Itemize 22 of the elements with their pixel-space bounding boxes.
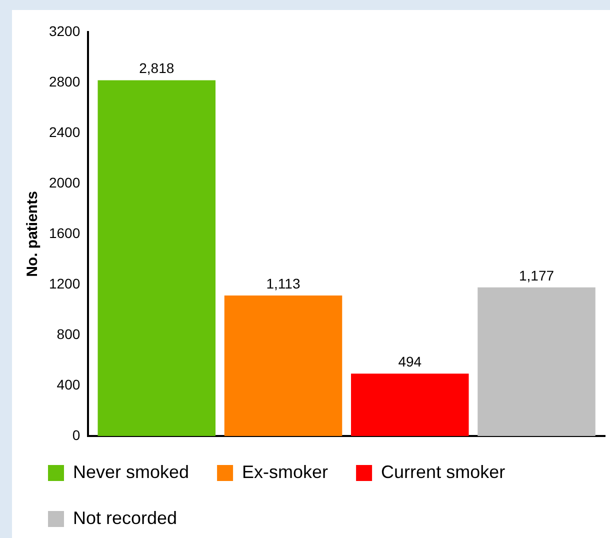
y-tick-label: 400 (56, 376, 80, 392)
y-tick-label: 800 (56, 326, 80, 342)
y-tick-label: 0 (72, 426, 80, 443)
y-axis-title: No. patients (24, 191, 42, 277)
legend-label: Current smoker (381, 462, 506, 482)
y-tick-label: 1600 (48, 224, 80, 241)
bar (98, 80, 216, 436)
data-label: 494 (398, 353, 422, 370)
data-label: 2,818 (139, 60, 174, 76)
y-tick-label: 1200 (48, 275, 80, 292)
y-tick-label: 3200 (48, 22, 80, 39)
y-tick-label: 2800 (48, 73, 80, 90)
bar (478, 287, 596, 436)
y-tick-label: 2000 (48, 174, 80, 190)
legend-label: Not recorded (73, 508, 178, 528)
bar (351, 374, 469, 436)
data-label: 1,177 (518, 267, 554, 284)
y-tick-label: 2400 (48, 124, 80, 140)
legend-label: Ex-smoker (242, 462, 328, 482)
bar (224, 295, 342, 436)
legend-label: Never smoked (73, 462, 190, 482)
data-label: 1,113 (266, 275, 300, 292)
